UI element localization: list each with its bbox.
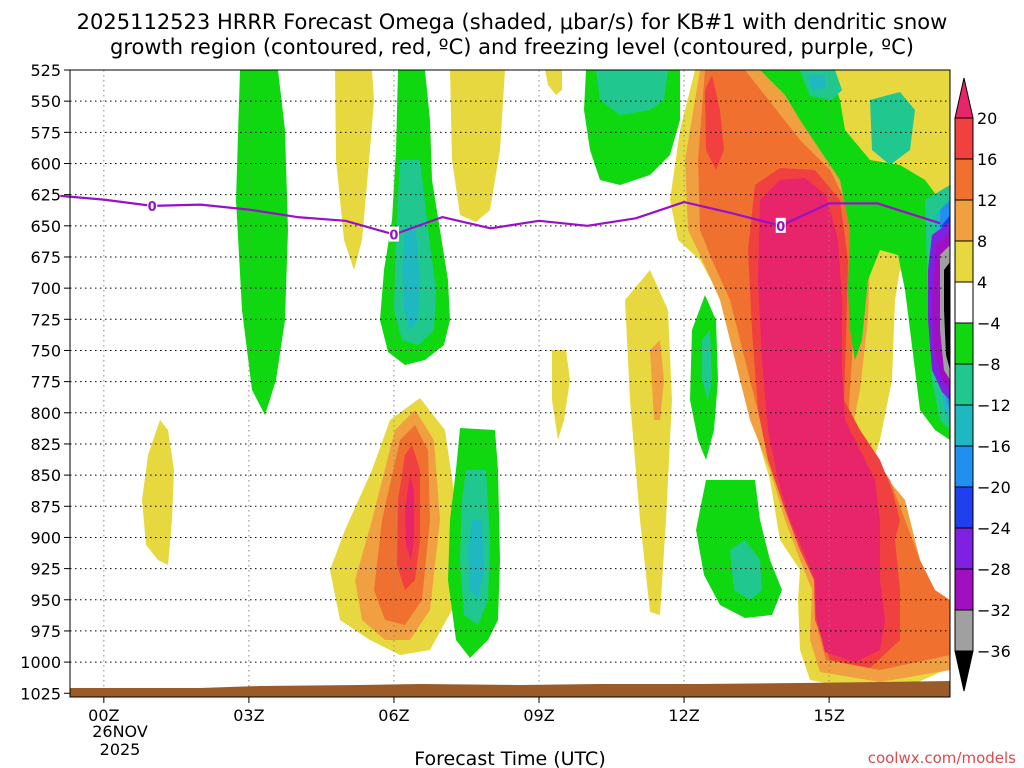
freezing-level-label-background: [147, 197, 158, 213]
x-tick-label: 03Z: [233, 706, 264, 725]
y-tick-label: 950: [30, 591, 61, 610]
freezing-level-label: 0: [776, 220, 785, 235]
x-axis-label: Forecast Time (UTC): [414, 748, 605, 768]
y-tick-label: 575: [30, 123, 61, 142]
credit-text: coolwx.com/models: [868, 749, 1016, 767]
colorbar-bin: [954, 445, 974, 488]
colorbar-tick-label: −12: [977, 396, 1011, 415]
y-tick-label: 850: [30, 466, 61, 485]
x-tick-label: 15Z: [813, 706, 844, 725]
colorbar-bin: [954, 281, 974, 324]
omega-contour-minus8: [730, 540, 762, 600]
omega-contour-4: [450, 70, 505, 222]
freezing-level-label-background: [388, 226, 399, 242]
plot-frame: [69, 69, 951, 698]
colorbar-tick-label: 20: [977, 109, 997, 128]
y-tick-label: 975: [30, 622, 61, 641]
y-tick-label: 875: [30, 497, 61, 516]
omega-contour-minus12: [808, 75, 826, 90]
omega-contour-minus36: [944, 262, 950, 370]
y-tick-label: 525: [30, 61, 61, 80]
omega-contour-4: [545, 70, 562, 95]
colorbar-bin: [954, 363, 974, 406]
colorbar-bin: [954, 158, 974, 201]
colorbar-tick-label: 12: [977, 191, 997, 210]
y-axis-pressure: 525 550 575 600 625 650 675 700 725 750 775 800 825 8…: [20, 61, 70, 703]
y-tick-label: 550: [30, 92, 61, 111]
y-tick-label: 750: [30, 341, 61, 360]
colorbar-bin: [954, 609, 974, 652]
y-tick-label: 900: [30, 528, 61, 547]
colorbar-bin: [954, 322, 974, 365]
omega-contour-4: [142, 420, 174, 565]
terrain-ground: [70, 681, 950, 697]
date-label-line-1: 26NOV: [92, 722, 148, 741]
colorbar-tick-label: −16: [977, 437, 1011, 456]
colorbar-bin: [954, 404, 974, 447]
freezing-level-label-background: [775, 217, 786, 233]
freezing-level-label: 0: [148, 200, 157, 215]
freezing-level-contour: 0 0 0: [60, 194, 941, 244]
x-axis-time: 00Z 03Z 06Z 09Z 12Z 15Z: [88, 697, 845, 725]
y-tick-label: 650: [30, 217, 61, 236]
colorbar-bin: [954, 199, 974, 242]
omega-contour-20: [405, 475, 414, 560]
date-label-line-2: 2025: [100, 740, 141, 759]
y-tick-label: 675: [30, 248, 61, 267]
y-tick-label: 1025: [20, 684, 61, 703]
colorbar-tick-label: −36: [977, 642, 1011, 661]
y-tick-label: 825: [30, 435, 61, 454]
colorbar-tick-label: −28: [977, 560, 1011, 579]
omega-contour-minus12: [402, 230, 420, 330]
omega-contour-20: [758, 178, 885, 662]
freezing-level-label: 0: [389, 229, 398, 244]
x-tick-label: 00Z: [88, 706, 119, 725]
omega-contour-minus12: [468, 520, 484, 600]
plot-area: 0 0 0: [60, 69, 951, 698]
y-tick-label: 625: [30, 186, 61, 205]
omega-contour-minus8: [596, 70, 668, 115]
y-tick-label: 600: [30, 154, 61, 173]
colorbar-tick-label: −32: [977, 601, 1011, 620]
chart-title-line-2: growth region (contoured, red, ºC) and f…: [110, 35, 914, 59]
y-tick-label: 725: [30, 310, 61, 329]
colorbar: 20 16 12 8 4 −4 −8 −12 −16 −20 −24 −28 −32 −36: [954, 77, 1011, 692]
y-tick-label: 700: [30, 279, 61, 298]
colorbar-bin: [954, 117, 974, 160]
y-tick-label: 925: [30, 560, 61, 579]
x-tick-label: 12Z: [668, 706, 699, 725]
colorbar-tick-label: 4: [977, 273, 987, 292]
colorbar-tick-label: 16: [977, 150, 997, 169]
colorbar-tick-label: −8: [977, 355, 1001, 374]
x-tick-label: 09Z: [523, 706, 554, 725]
colorbar-bottom-arrow: [954, 650, 974, 692]
y-tick-label: 800: [30, 404, 61, 423]
omega-contour-8: [650, 340, 664, 420]
x-tick-label: 06Z: [378, 706, 409, 725]
colorbar-tick-label: 8: [977, 232, 987, 251]
omega-contour-4: [552, 350, 570, 440]
y-tick-label: 1000: [20, 653, 61, 672]
colorbar-tick-label: −20: [977, 478, 1011, 497]
y-tick-label: 775: [30, 373, 61, 392]
chart-title-line-1: 2025112523 HRRR Forecast Omega (shaded, …: [77, 10, 948, 34]
colorbar-tick-label: −24: [977, 519, 1011, 538]
colorbar-tick-label: −4: [977, 314, 1001, 333]
colorbar-bin: [954, 240, 974, 283]
colorbar-bin: [954, 527, 974, 570]
omega-contour-minus4: [760, 70, 950, 440]
omega-contour-minus8: [870, 92, 915, 165]
omega-contour-minus8: [702, 330, 712, 400]
colorbar-bin: [954, 568, 974, 611]
colorbar-bin: [954, 486, 974, 529]
omega-contour-16: [705, 75, 724, 170]
colorbar-top-arrow: [954, 77, 974, 119]
